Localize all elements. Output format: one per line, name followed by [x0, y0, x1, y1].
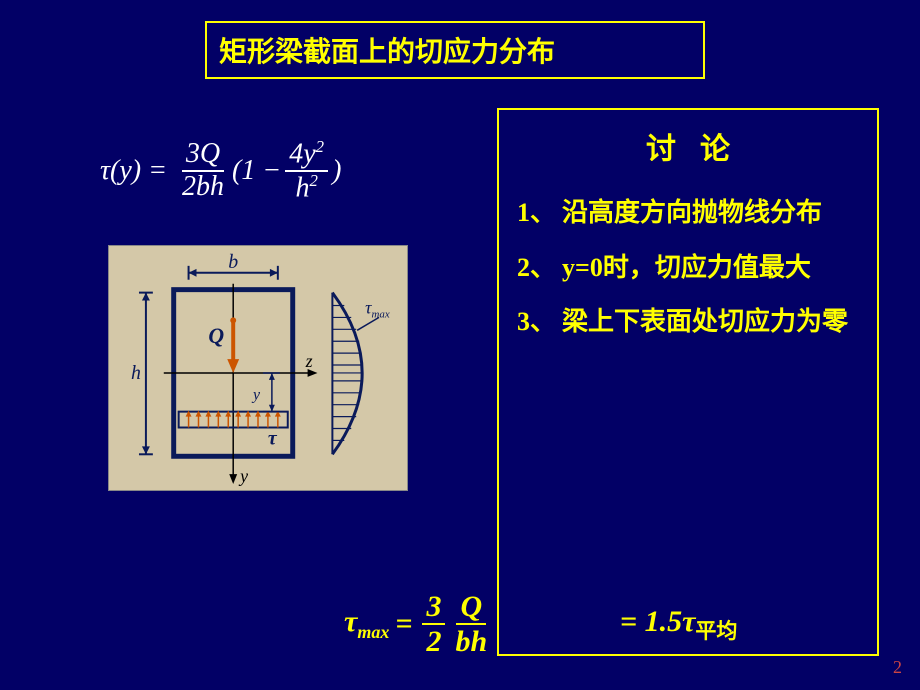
diagram-svg: b h y z Q — [109, 246, 407, 490]
formula1-frac2-num: 4y2 — [285, 138, 328, 172]
discussion-box: 讨论 1、 沿高度方向抛物线分布 2、 y=0时，切应力值最大 3、 梁上下表面… — [497, 108, 879, 656]
formula1-close: ) — [332, 155, 341, 187]
formula1-frac2-den: h2 — [291, 172, 321, 204]
label-Q: Q — [208, 324, 224, 348]
beam-cross-section-diagram: b h y z Q — [108, 245, 408, 491]
label-h: h — [131, 362, 141, 384]
discussion-title: 讨论 — [517, 124, 859, 168]
item-text: 沿高度方向抛物线分布 — [562, 186, 859, 241]
f2-eq: = — [395, 607, 412, 641]
formula1-mid: (1 − — [232, 155, 281, 187]
label-tau: τ — [268, 427, 278, 449]
item-num: 1、 — [517, 186, 556, 241]
discussion-item-1: 1、 沿高度方向抛物线分布 — [517, 186, 859, 241]
label-b: b — [228, 251, 238, 273]
formula1-frac2: 4y2 h2 — [285, 138, 328, 204]
discussion-item-3: 3、 梁上下表面处切应力为零 — [517, 295, 859, 350]
formula1-frac1-den: 2bh — [178, 172, 228, 203]
page-number: 2 — [893, 657, 902, 678]
label-tau-max: τmax — [365, 297, 390, 320]
discussion-item-2: 2、 y=0时，切应力值最大 — [517, 241, 859, 296]
item-text: 梁上下表面处切应力为零 — [562, 295, 859, 350]
formula1-frac1: 3Q 2bh — [178, 139, 228, 203]
item-num: 3、 — [517, 295, 556, 350]
f2-frac1: 3 2 — [422, 590, 445, 658]
f2-frac2: Q bh — [451, 590, 491, 658]
slide-title: 矩形梁截面上的切应力分布 — [219, 30, 555, 70]
item-num: 2、 — [517, 241, 556, 296]
label-z: z — [305, 351, 313, 371]
formula-tau-y: τ(y) = 3Q 2bh (1 − 4y2 h2 ) — [100, 138, 341, 204]
formula-tau-max: τmax = 3 2 Q bh — [344, 590, 495, 658]
label-y-axis: y — [238, 466, 248, 486]
item-text: y=0时，切应力值最大 — [562, 241, 859, 296]
label-y-dim: y — [251, 387, 261, 404]
formula-tau-max-part2: = 1.5τ平均 — [620, 605, 737, 645]
formula1-eq: = — [141, 155, 174, 187]
title-box: 矩形梁截面上的切应力分布 — [205, 21, 705, 79]
f2-lhs: τmax — [344, 605, 389, 643]
formula1-frac1-num: 3Q — [182, 139, 224, 172]
formula1-lhs: τ(y) — [100, 155, 141, 187]
